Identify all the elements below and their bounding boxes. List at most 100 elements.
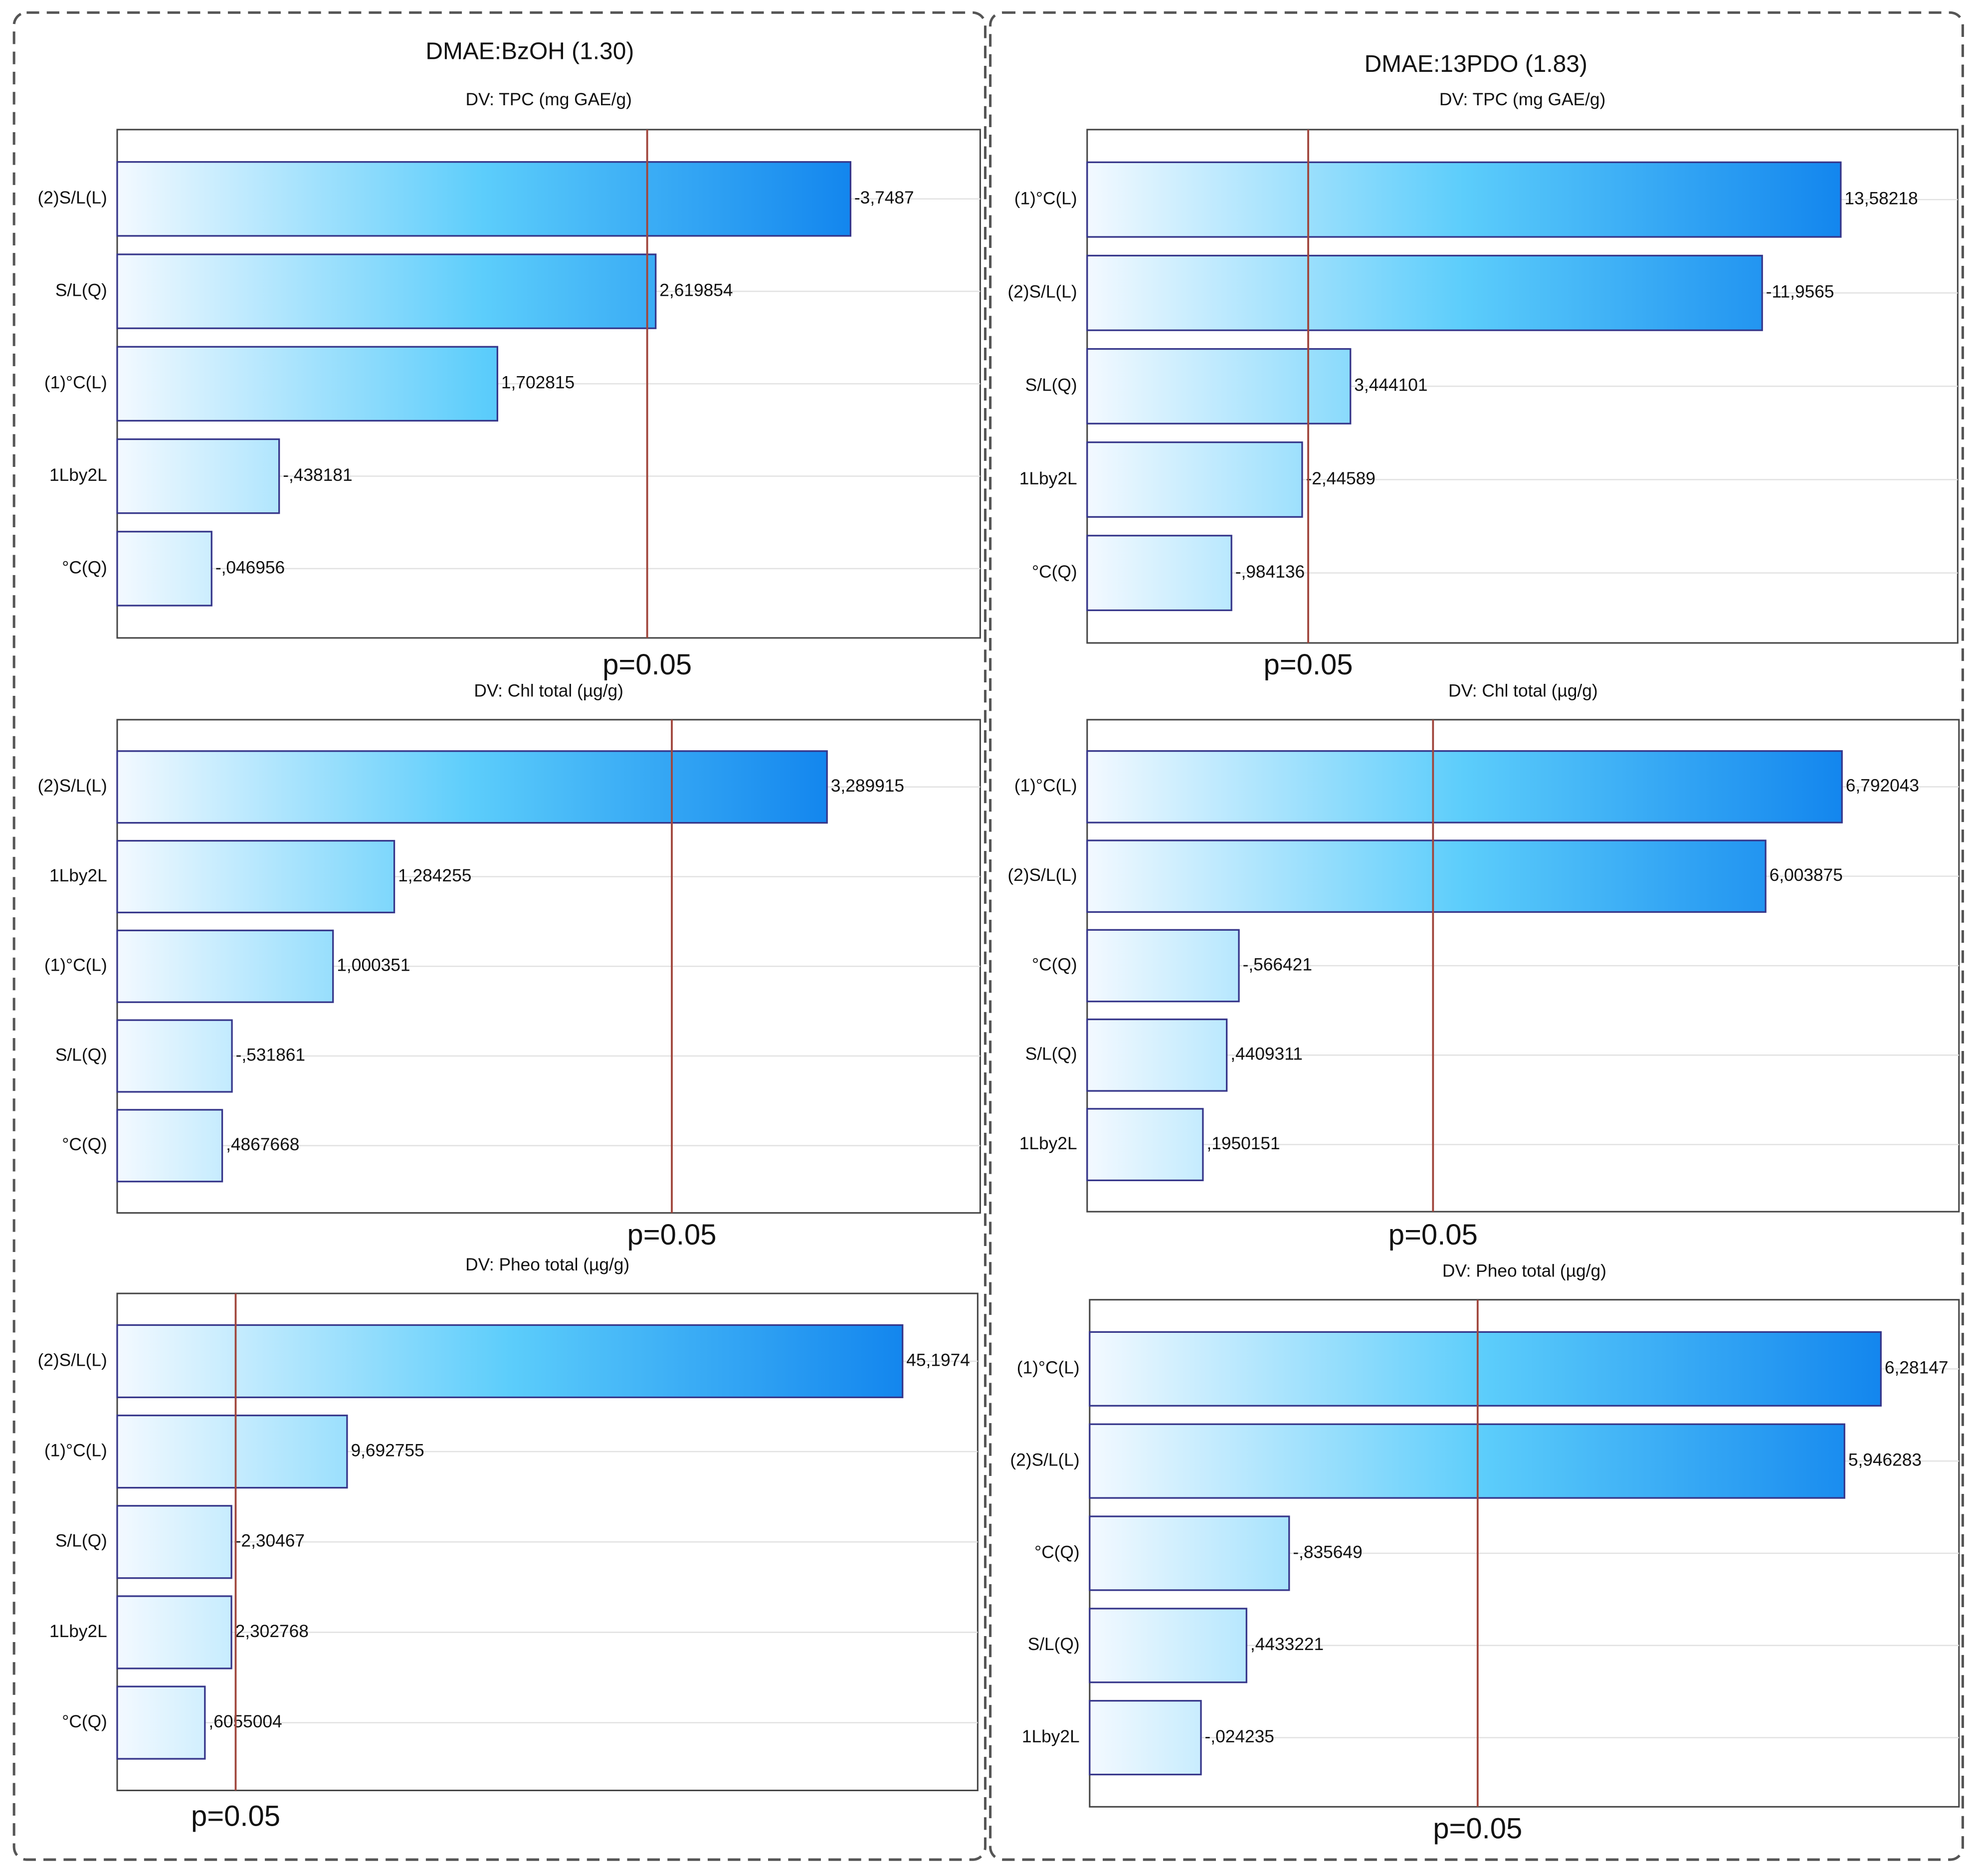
value-label: -,984136	[1235, 562, 1305, 582]
bar	[1086, 535, 1232, 612]
panel-border	[989, 11, 1964, 1861]
value-label: -3,7487	[854, 188, 914, 208]
category-label: (1)°C(L)	[44, 1441, 107, 1460]
value-label: -,835649	[1293, 1542, 1362, 1562]
value-label: 13,58218	[1844, 189, 1918, 208]
bar	[116, 1415, 348, 1489]
chart-title: DV: TPC (mg GAE/g)	[1439, 90, 1605, 109]
value-label: ,4409311	[1230, 1044, 1303, 1064]
bar	[1089, 1608, 1247, 1683]
value-label: ,4867668	[226, 1135, 299, 1154]
value-label: -2,44589	[1306, 469, 1376, 488]
category-label: (1)°C(L)	[44, 373, 107, 393]
category-label: 1Lby2L	[49, 465, 107, 485]
category-label: (1)°C(L)	[44, 956, 107, 975]
value-label: 1,284255	[398, 866, 471, 885]
value-label: 3,444101	[1354, 376, 1427, 395]
bar	[1089, 1700, 1202, 1776]
category-label: (2)S/L(L)	[38, 776, 107, 796]
value-label: -,566421	[1243, 955, 1312, 974]
bar	[116, 839, 395, 914]
value-label: -,024235	[1205, 1727, 1274, 1746]
bar	[116, 1685, 206, 1760]
bar	[1089, 1331, 1882, 1407]
value-label: 2,619854	[659, 280, 733, 300]
value-label: -,046956	[215, 558, 285, 577]
value-label: -,531861	[236, 1045, 305, 1064]
category-label: (1)°C(L)	[1014, 189, 1077, 208]
bar	[1086, 750, 1843, 824]
bar	[116, 1324, 904, 1399]
threshold-label: p=0.05	[1433, 1813, 1522, 1845]
bar	[1086, 1018, 1228, 1092]
threshold-label: p=0.05	[602, 648, 692, 681]
category-label: °C(Q)	[1032, 562, 1077, 582]
value-label: 6,792043	[1846, 776, 1919, 796]
chart-title: DV: Pheo total (µg/g)	[1442, 1261, 1606, 1281]
category-label: (2)S/L(L)	[1010, 1450, 1079, 1469]
category-label: S/L(Q)	[55, 280, 107, 300]
category-label: (2)S/L(L)	[38, 188, 107, 208]
category-label: °C(Q)	[62, 558, 107, 577]
bar	[116, 438, 280, 514]
chart-title: DV: Chl total (µg/g)	[474, 681, 623, 701]
category-label: °C(Q)	[1032, 955, 1077, 974]
category-label: 1Lby2L	[49, 866, 107, 885]
value-label: -,438181	[283, 465, 352, 485]
chart-title: DV: Pheo total (µg/g)	[465, 1255, 629, 1274]
panel-title: DMAE:13PDO (1.83)	[1365, 51, 1587, 77]
value-label: 45,1974	[906, 1350, 970, 1370]
bar	[116, 161, 852, 237]
bar	[116, 1109, 223, 1183]
value-label: -11,9565	[1766, 282, 1834, 302]
category-label: 1Lby2L	[1022, 1727, 1080, 1746]
threshold-label: p=0.05	[1388, 1219, 1478, 1251]
category-label: °C(Q)	[1034, 1542, 1080, 1562]
category-label: °C(Q)	[62, 1712, 107, 1731]
category-label: °C(Q)	[62, 1135, 107, 1154]
chart-title: DV: TPC (mg GAE/g)	[465, 90, 631, 109]
bar	[116, 1595, 232, 1669]
category-label: 1Lby2L	[49, 1622, 107, 1641]
bar	[1086, 1108, 1204, 1182]
bar	[1086, 929, 1240, 1003]
value-label: ,1950151	[1206, 1134, 1280, 1153]
category-label: (2)S/L(L)	[1007, 865, 1077, 885]
category-label: (1)°C(L)	[1014, 776, 1077, 796]
category-label: (1)°C(L)	[1017, 1358, 1080, 1378]
value-label: 3,289915	[831, 776, 904, 796]
value-label: 1,000351	[337, 956, 410, 975]
chart-title: DV: Chl total (µg/g)	[1448, 681, 1598, 701]
threshold-label: p=0.05	[1264, 648, 1353, 681]
bar	[116, 929, 334, 1003]
bar	[116, 1505, 232, 1579]
bar	[1086, 441, 1303, 518]
category-label: S/L(Q)	[1025, 1044, 1077, 1064]
panel-border	[12, 11, 986, 1861]
value-label: 5,946283	[1848, 1450, 1922, 1469]
category-label: S/L(Q)	[1028, 1635, 1080, 1654]
value-label: 9,692755	[351, 1441, 424, 1460]
category-label: 1Lby2L	[1019, 1134, 1077, 1153]
value-label: 6,003875	[1770, 865, 1843, 885]
bar	[1086, 348, 1352, 424]
category-label: 1Lby2L	[1019, 469, 1077, 488]
bar	[1089, 1515, 1290, 1591]
bar	[1086, 161, 1842, 238]
category-label: (2)S/L(L)	[38, 1350, 107, 1370]
panel-title: DMAE:BzOH (1.30)	[425, 38, 634, 65]
threshold-label: p=0.05	[627, 1219, 717, 1251]
value-label: ,4433221	[1250, 1635, 1324, 1654]
value-label: -2,30467	[235, 1531, 305, 1551]
bar	[116, 253, 657, 329]
value-label: 1,702815	[501, 373, 575, 393]
category-label: (2)S/L(L)	[1007, 282, 1077, 302]
category-label: S/L(Q)	[1025, 376, 1077, 395]
bar	[116, 346, 498, 422]
value-label: ,6055004	[208, 1712, 282, 1731]
bar	[116, 1019, 233, 1093]
bar	[116, 750, 828, 824]
threshold-label: p=0.05	[191, 1800, 280, 1832]
